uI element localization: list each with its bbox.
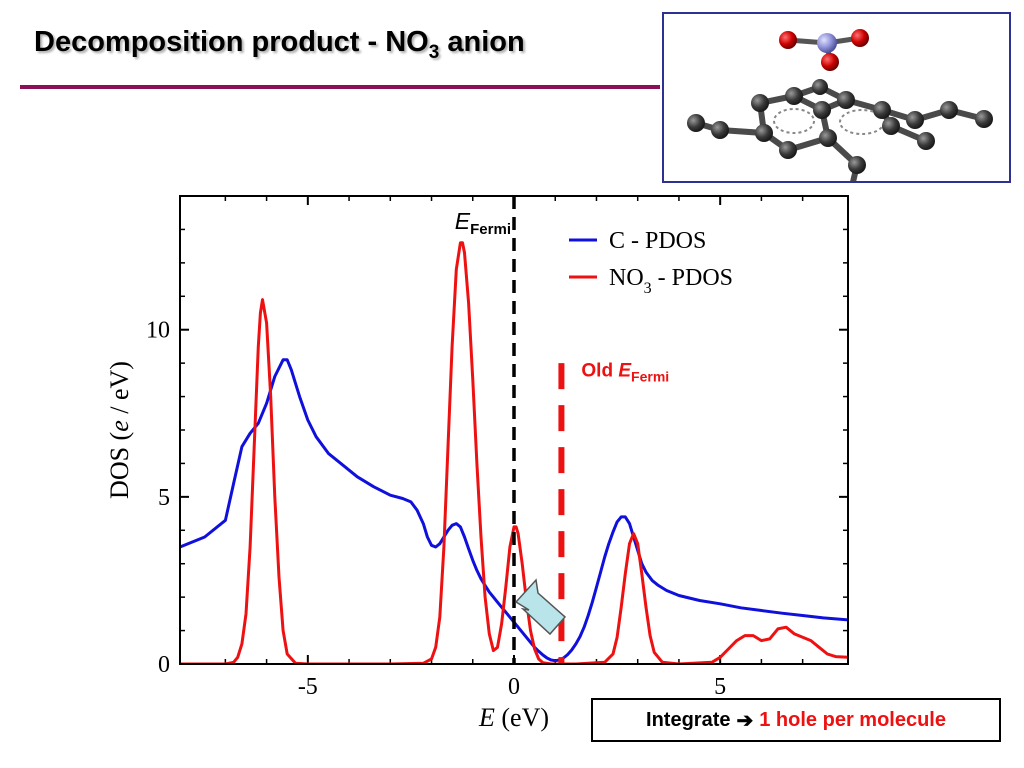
y-tick-label: 5 xyxy=(158,485,170,511)
legend-label-c-pdos: C - PDOS xyxy=(609,228,706,254)
no3-pdos-line xyxy=(180,241,848,664)
x-tick-label: 0 xyxy=(508,674,520,700)
summary-result: 1 hole per molecule xyxy=(759,708,946,731)
molecule-image-panel xyxy=(662,12,1011,185)
slide-title: Decomposition product - NO3 anion xyxy=(34,26,525,64)
x-tick-label: 5 xyxy=(714,674,726,700)
no3-on-graphene-molecule-illustration xyxy=(687,29,993,185)
plot-frame xyxy=(179,195,849,665)
y-axis-label: DOS (e / eV) xyxy=(105,361,134,499)
fermi-label: EFermi xyxy=(455,208,511,238)
pointer-arrow-icon xyxy=(514,578,567,636)
x-tick-label: -5 xyxy=(298,674,318,700)
x-axis-label: E (eV) xyxy=(478,703,549,732)
integration-summary-box: Integrate ➔ 1 hole per molecule xyxy=(591,698,1001,742)
title-underline xyxy=(20,85,660,89)
summary-lead: Integrate xyxy=(646,708,731,731)
title-subscript: 3 xyxy=(428,41,440,63)
y-tick-label: 0 xyxy=(158,652,170,678)
title-main: Decomposition product - NO xyxy=(34,26,429,58)
title-tail: anion xyxy=(439,26,525,58)
c-pdos-line xyxy=(180,358,848,663)
y-tick-label: 10 xyxy=(146,318,170,344)
old-fermi-label: Old EFermi xyxy=(581,361,669,385)
legend-label-no3-pdos: NO3 - PDOS xyxy=(609,265,733,297)
right-arrow-icon: ➔ xyxy=(736,709,754,732)
